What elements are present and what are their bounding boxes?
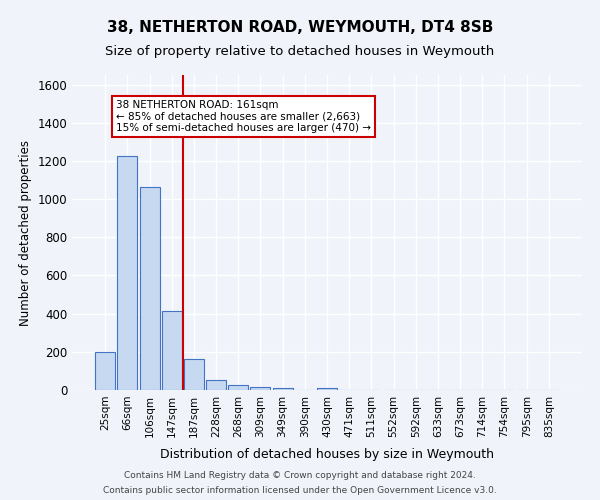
Text: Contains HM Land Registry data © Crown copyright and database right 2024.: Contains HM Land Registry data © Crown c… [124,471,476,480]
Bar [140,186,160,390]
X-axis label: Distribution of detached houses by size in Weymouth: Distribution of detached houses by size … [160,448,494,461]
Bar [118,156,137,390]
Text: 38 NETHERTON ROAD: 161sqm
← 85% of detached houses are smaller (2,663)
15% of se: 38 NETHERTON ROAD: 161sqm ← 85% of detac… [116,100,371,133]
Bar [162,311,182,390]
Text: 38, NETHERTON ROAD, WEYMOUTH, DT4 8SB: 38, NETHERTON ROAD, WEYMOUTH, DT4 8SB [107,20,493,35]
Bar [206,380,226,390]
Bar [317,388,337,390]
Bar [184,358,204,390]
Bar [228,385,248,390]
Bar [95,352,115,390]
Text: Size of property relative to detached houses in Weymouth: Size of property relative to detached ho… [106,45,494,58]
Bar [250,387,271,390]
Bar [272,388,293,390]
Y-axis label: Number of detached properties: Number of detached properties [19,140,32,326]
Text: Contains public sector information licensed under the Open Government Licence v3: Contains public sector information licen… [103,486,497,495]
